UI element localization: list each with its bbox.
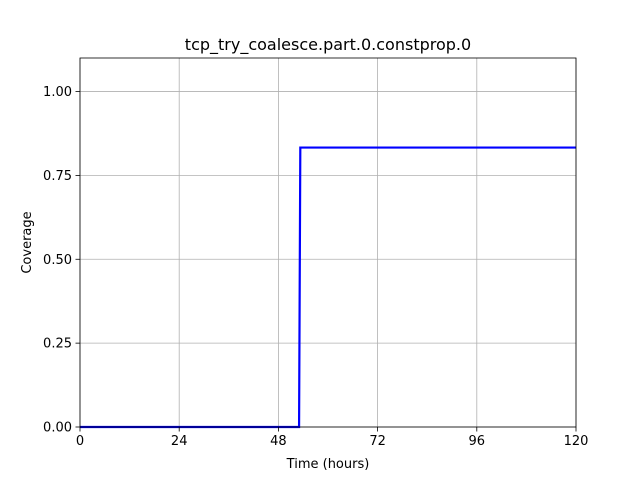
chart-title: tcp_try_coalesce.part.0.constprop.0 xyxy=(185,35,471,55)
y-tick-label: 0.50 xyxy=(43,253,72,268)
x-tick-label: 0 xyxy=(76,434,84,449)
y-tick-label: 0.75 xyxy=(43,169,72,184)
y-axis-label: Coverage xyxy=(20,211,35,273)
y-tick-label: 1.00 xyxy=(43,85,72,100)
y-axis-ticks: 0.00 0.25 0.50 0.75 1.00 xyxy=(43,85,80,436)
y-tick-label: 0.25 xyxy=(43,337,72,352)
plot-frame xyxy=(79,57,577,428)
x-axis-ticks: 0 24 48 72 96 120 xyxy=(76,427,589,449)
x-tick-label: 24 xyxy=(171,434,188,449)
y-tick-label: 0.00 xyxy=(43,421,72,436)
x-tick-label: 96 xyxy=(469,434,486,449)
x-tick-label: 120 xyxy=(564,434,589,449)
x-axis-label: Time (hours) xyxy=(286,457,370,472)
x-tick-label: 48 xyxy=(270,434,287,449)
x-tick-label: 72 xyxy=(369,434,386,449)
